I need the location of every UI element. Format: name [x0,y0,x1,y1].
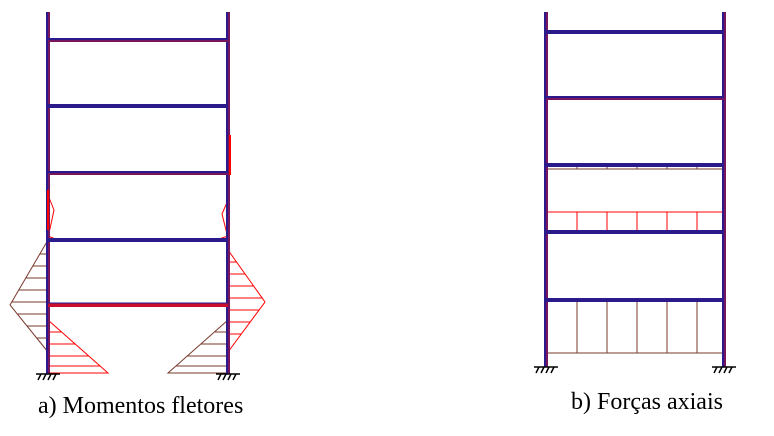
axial-force-diagram-frame [534,12,736,374]
moment-diagram-right-ground [166,319,229,374]
moment-diagram-left-lower [9,239,49,353]
axial-diagram-band-fourth [546,211,724,232]
moment-diagram-upper-lobes [47,194,229,241]
left-frame-beams [48,38,228,307]
caption-axial-forces: b) Forças axiais [571,389,723,415]
right-frame-supports [534,366,736,374]
axial-diagram-band-ground [546,300,724,354]
moment-diagram-frame [9,12,266,381]
moment-diagram-right-lower [227,249,266,353]
left-frame-supports [36,373,240,381]
right-frame-columns [544,12,726,367]
left-frame-columns [46,12,231,374]
moment-diagram-left-ground [47,319,110,374]
right-frame-beams [546,30,724,302]
caption-bending-moments: a) Momentos fletores [38,393,244,419]
